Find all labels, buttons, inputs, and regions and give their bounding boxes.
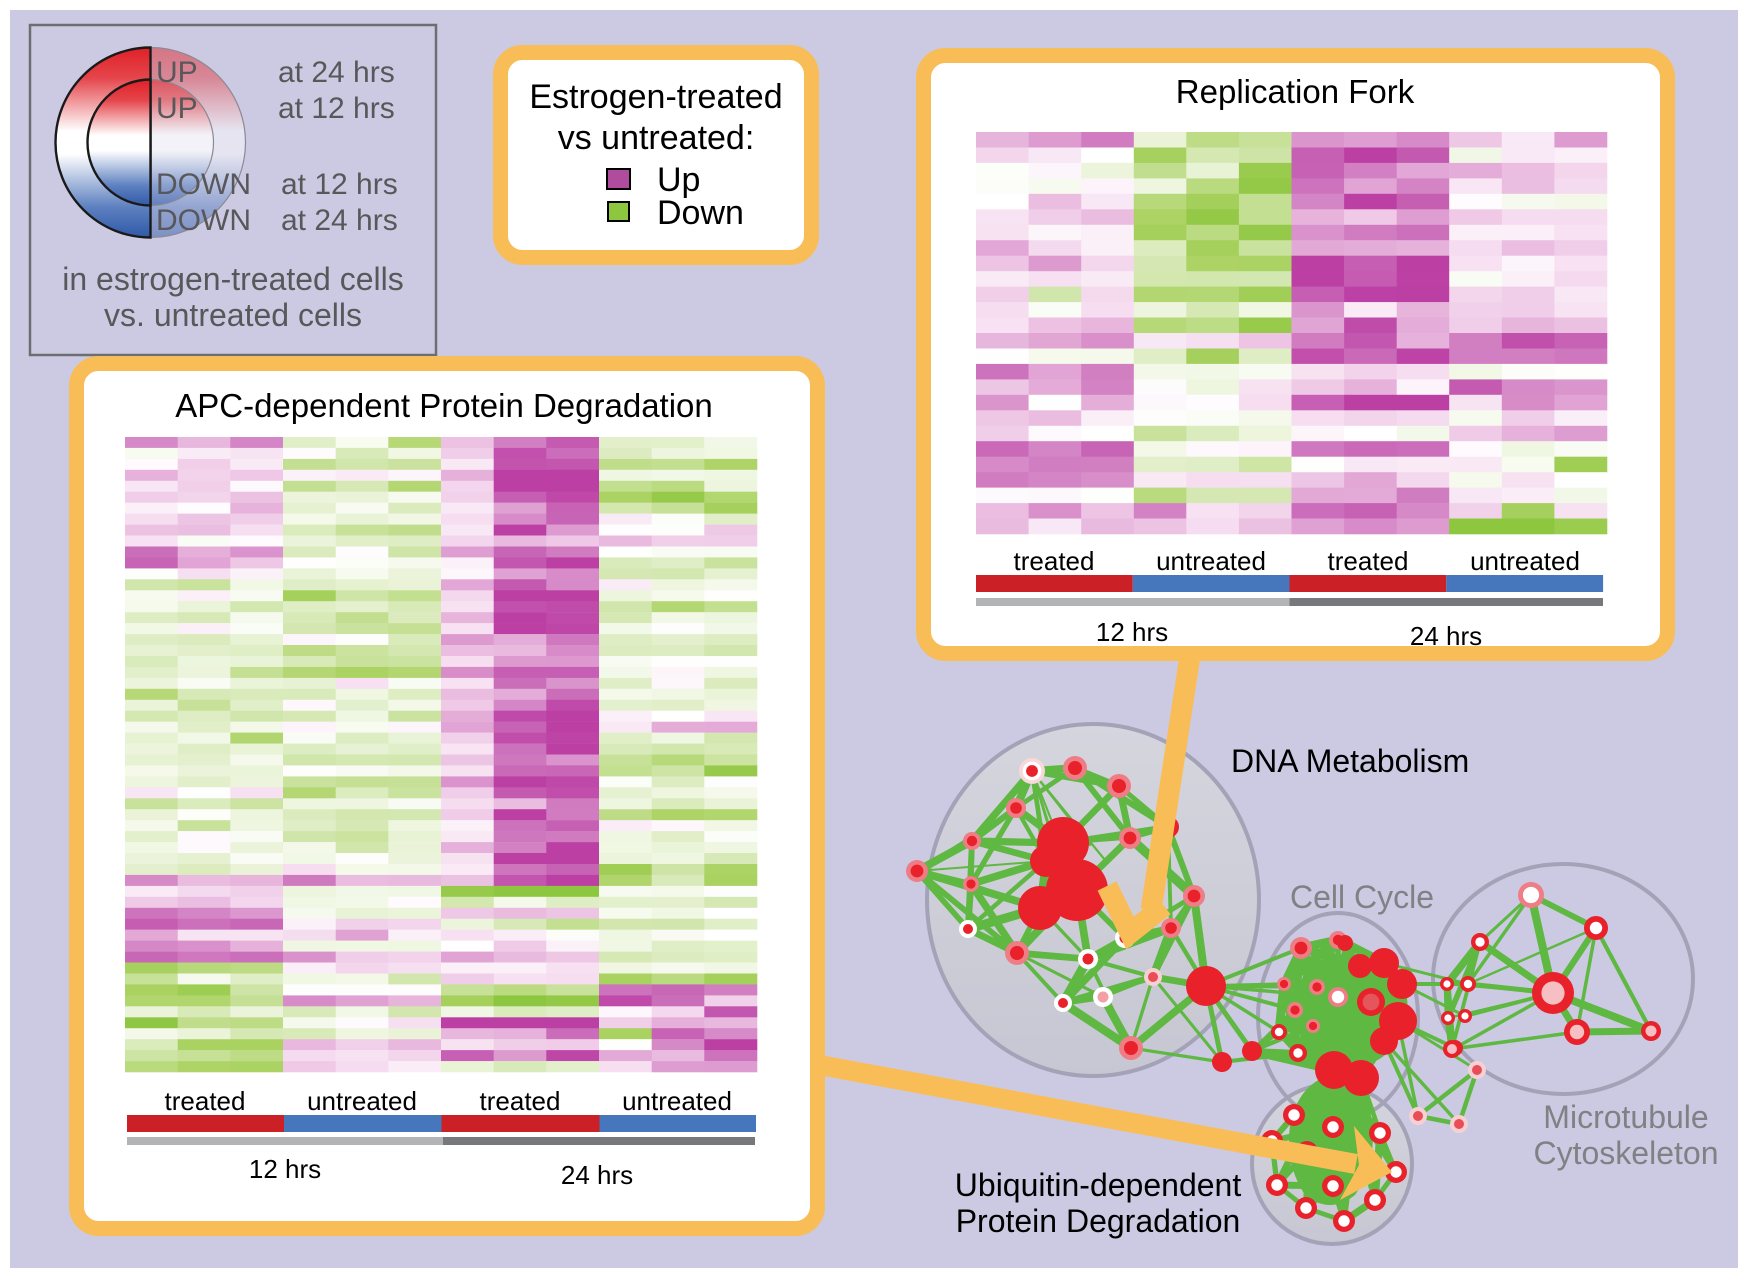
svg-text:untreated: untreated bbox=[1470, 546, 1580, 576]
svg-text:untreated: untreated bbox=[622, 1086, 732, 1116]
svg-text:vs untreated:: vs untreated: bbox=[558, 119, 755, 157]
svg-text:Microtubule: Microtubule bbox=[1543, 1099, 1708, 1135]
svg-text:24 hrs: 24 hrs bbox=[1410, 621, 1482, 651]
svg-text:DOWN: DOWN bbox=[156, 168, 251, 201]
svg-text:Estrogen-treated: Estrogen-treated bbox=[529, 78, 782, 116]
svg-text:at 24 hrs: at 24 hrs bbox=[281, 204, 398, 237]
svg-text:Replication Fork: Replication Fork bbox=[1176, 73, 1415, 110]
svg-text:at 24 hrs: at 24 hrs bbox=[278, 56, 395, 89]
svg-text:vs. untreated cells: vs. untreated cells bbox=[104, 297, 362, 333]
svg-text:Protein Degradation: Protein Degradation bbox=[956, 1203, 1241, 1239]
svg-text:DNA Metabolism: DNA Metabolism bbox=[1231, 743, 1469, 779]
svg-text:APC-dependent Protein Degradat: APC-dependent Protein Degradation bbox=[175, 387, 713, 424]
svg-text:at 12 hrs: at 12 hrs bbox=[278, 92, 395, 125]
svg-text:24 hrs: 24 hrs bbox=[561, 1160, 633, 1190]
svg-text:treated: treated bbox=[1014, 546, 1095, 576]
svg-text:treated: treated bbox=[1328, 546, 1409, 576]
svg-text:Cell Cycle: Cell Cycle bbox=[1290, 879, 1434, 915]
svg-text:in estrogen-treated cells: in estrogen-treated cells bbox=[62, 261, 404, 297]
svg-text:12 hrs: 12 hrs bbox=[1096, 617, 1168, 647]
svg-text:Up: Up bbox=[657, 161, 700, 199]
svg-text:UP: UP bbox=[156, 56, 198, 89]
svg-text:treated: treated bbox=[165, 1086, 246, 1116]
svg-text:Down: Down bbox=[657, 194, 744, 232]
svg-text:Ubiquitin-dependent: Ubiquitin-dependent bbox=[955, 1167, 1242, 1203]
svg-text:untreated: untreated bbox=[307, 1086, 417, 1116]
svg-text:untreated: untreated bbox=[1156, 546, 1266, 576]
svg-text:at 12 hrs: at 12 hrs bbox=[281, 168, 398, 201]
svg-text:12 hrs: 12 hrs bbox=[249, 1154, 321, 1184]
svg-text:DOWN: DOWN bbox=[156, 204, 251, 237]
svg-text:UP: UP bbox=[156, 92, 198, 125]
svg-text:Cytoskeleton: Cytoskeleton bbox=[1534, 1135, 1719, 1171]
svg-text:treated: treated bbox=[480, 1086, 561, 1116]
